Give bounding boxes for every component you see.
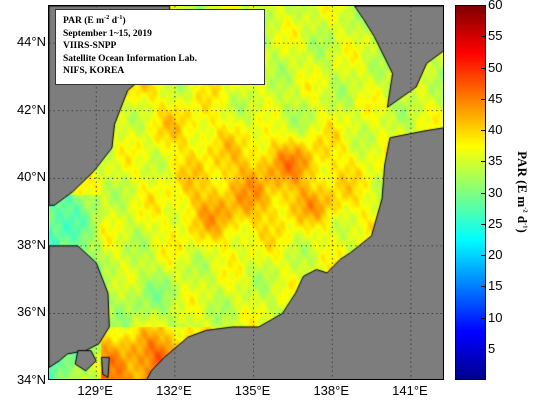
colorbar-tick-label: 30 (488, 184, 503, 200)
lon-tick-label: 141°E (392, 383, 428, 398)
colorbar-tick-mark (481, 348, 486, 350)
colorbar-tick-mark (481, 67, 486, 69)
info-lab: Satellite Ocean Information Lab. (63, 53, 198, 64)
lat-tick-label: 38°N (16, 236, 46, 252)
colorbar-tick-label: 35 (488, 153, 503, 169)
info-org: NIFS, KOREA (63, 66, 125, 76)
lat-tick-label: 34°N (16, 372, 46, 387)
colorbar-tick-label: 25 (488, 215, 503, 231)
colorbar-tick-label: 10 (488, 309, 503, 325)
lat-tick-label: 36°N (16, 304, 46, 320)
colorbar-tick-mark (481, 130, 486, 131)
par-map: PAR (E m-2 d-1) September 1~15, 2019 VII… (48, 5, 444, 380)
lat-tick-label: 40°N (16, 169, 46, 185)
info-sensor: VIIRS-SNPP (63, 41, 117, 51)
colorbar-tick-mark (481, 286, 486, 288)
lat-tick-label: 44°N (16, 34, 46, 50)
colorbar-tick-mark (481, 192, 486, 194)
lat-tick-label: 42°N (16, 101, 46, 117)
colorbar-tick-label: 45 (488, 90, 503, 106)
info-period: September 1~15, 2019 (63, 28, 152, 39)
colorbar-tick-label: 15 (488, 278, 503, 294)
colorbar-tick-mark (481, 5, 486, 6)
colorbar-tick-label: 40 (488, 122, 503, 137)
colorbar-tick-label: 60 (488, 0, 503, 12)
info-box: PAR (E m-2 d-1) September 1~15, 2019 VII… (55, 9, 265, 85)
colorbar-tick-mark (481, 317, 486, 319)
lon-tick-label: 132°E (156, 383, 192, 398)
colorbar-tick-label: 50 (488, 59, 503, 75)
lon-tick-label: 135°E (234, 383, 271, 398)
colorbar-tick-label: 5 (488, 340, 496, 356)
info-title: PAR (E m-2 d-1) (63, 13, 126, 26)
colorbar (455, 5, 486, 380)
colorbar-tick-mark (481, 255, 486, 256)
colorbar-tick-mark (481, 98, 486, 100)
colorbar-tick-mark (481, 223, 486, 225)
colorbar-tick-mark (481, 36, 486, 38)
colorbar-tick-label: 55 (488, 28, 503, 44)
lon-tick-label: 138°E (313, 383, 349, 398)
colorbar-tick-mark (481, 161, 486, 163)
colorbar-tick-label: 20 (488, 247, 503, 262)
lon-tick-label: 129°E (77, 383, 113, 398)
colorbar-title: PAR (E m-2 d-1) (515, 151, 530, 233)
